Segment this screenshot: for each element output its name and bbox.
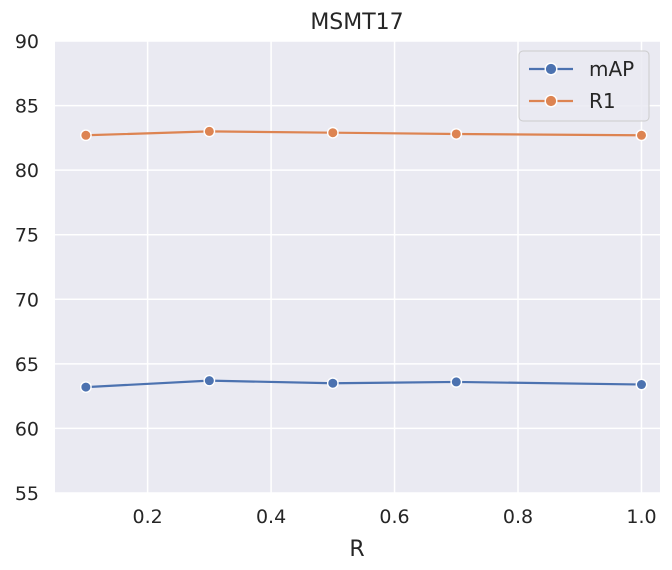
y-tick-label: 75 [15, 225, 39, 247]
data-point-r1 [326, 126, 339, 139]
data-point-map [203, 374, 216, 387]
legend-marker-map [544, 62, 558, 76]
data-point-r1 [635, 129, 648, 142]
x-tick-label: 0.8 [503, 506, 533, 528]
y-tick-label: 60 [15, 418, 39, 440]
legend-marker-r1 [544, 94, 558, 108]
legend-label-r1: R1 [589, 89, 616, 113]
x-tick-label: 0.4 [256, 506, 286, 528]
data-point-map [635, 378, 648, 391]
x-tick-label: 0.2 [132, 506, 162, 528]
data-point-r1 [450, 128, 463, 140]
x-tick-label: 0.6 [379, 506, 409, 528]
legend-label-map: mAP [589, 57, 634, 81]
data-point-map [450, 376, 463, 388]
series-r1 [79, 125, 648, 142]
y-tick-label: 90 [15, 31, 39, 53]
x-tick-label: 1.0 [626, 506, 656, 528]
y-tick-label: 80 [15, 160, 39, 182]
legend: mAP R1 [518, 50, 650, 122]
series-map [79, 374, 648, 394]
y-tick-label: 65 [15, 354, 39, 376]
x-axis-label: R [349, 537, 364, 562]
data-point-map [79, 381, 92, 394]
chart-title: MSMT17 [310, 10, 403, 35]
data-point-r1 [203, 125, 216, 138]
y-tick-label: 70 [15, 289, 39, 311]
data-point-r1 [79, 129, 92, 142]
y-tick-label: 85 [15, 96, 39, 118]
y-tick-label: 55 [15, 483, 39, 505]
data-point-map [326, 377, 339, 390]
